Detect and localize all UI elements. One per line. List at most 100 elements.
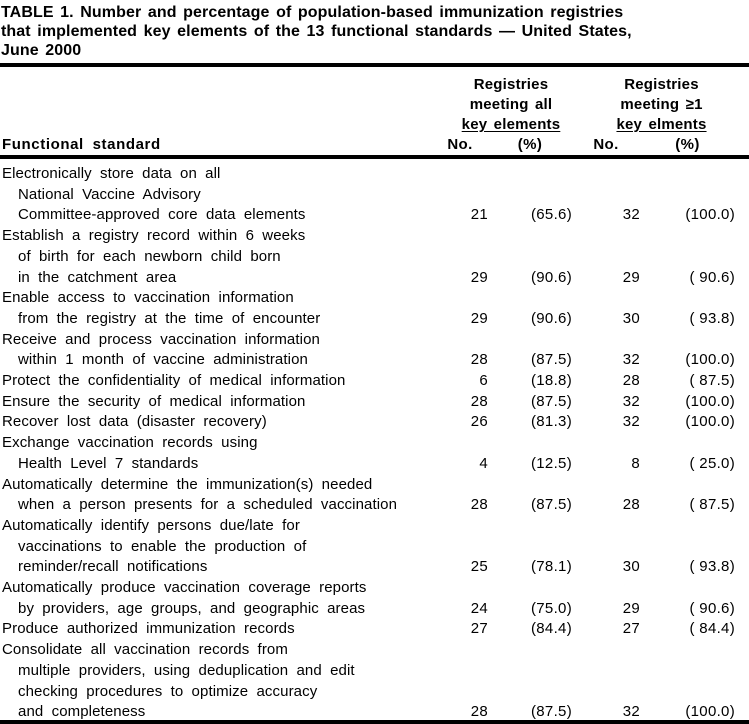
standard-label: Exchange vaccination records using bbox=[2, 434, 258, 452]
no-ge1-value bbox=[572, 578, 640, 599]
no-all-value bbox=[432, 164, 488, 185]
standard-label: when a person presents for a scheduled v… bbox=[18, 496, 398, 514]
pct-ge1-value: ( 87.5) bbox=[689, 496, 735, 514]
pct-ge1-value: (100.0) bbox=[685, 351, 735, 369]
no-all-value: 24 bbox=[470, 599, 488, 617]
table-row-line: vaccinations to enable the production of bbox=[0, 537, 749, 558]
no-all-value: 28 bbox=[470, 351, 488, 369]
standard-label: Establish a registry record within 6 wee… bbox=[2, 227, 306, 245]
table-row-line: Health Level 7 standards 4 (12.5) 8 ( 25… bbox=[0, 454, 749, 475]
pct-all-value bbox=[488, 247, 572, 268]
table-row-line: Committee-approved core data elements 21… bbox=[0, 205, 749, 226]
table-row-line: Consolidate all vaccination records from bbox=[0, 640, 749, 661]
standard-label: in the catchment area bbox=[18, 268, 177, 286]
table-row-line: Electronically store data on all bbox=[0, 164, 749, 185]
standard-label: Automatically determine the immunization… bbox=[2, 475, 373, 493]
standard-label: Receive and process vaccination informat… bbox=[2, 330, 320, 348]
standard-label: Automatically identify persons due/late … bbox=[2, 516, 300, 534]
pct-all-value: (75.0) bbox=[531, 599, 572, 617]
pct-ge1-value: ( 87.5) bbox=[689, 372, 735, 390]
pct-ge1-value: (100.0) bbox=[685, 392, 735, 410]
pct-ge1-value bbox=[640, 682, 735, 703]
no-all-value: 25 bbox=[470, 558, 488, 576]
no-ge1-value bbox=[572, 330, 640, 351]
no-all-value bbox=[432, 475, 488, 496]
table-row-line: when a person presents for a scheduled v… bbox=[0, 495, 749, 516]
pct-all-value bbox=[488, 682, 572, 703]
pct-all-value bbox=[488, 578, 572, 599]
table-row-line: Automatically produce vaccination covera… bbox=[0, 578, 749, 599]
no-all-value: 28 bbox=[470, 703, 488, 721]
no-ge1-value: 32 bbox=[622, 413, 640, 431]
no-ge1-value bbox=[572, 516, 640, 537]
table-row-line: from the registry at the time of encount… bbox=[0, 309, 749, 330]
standard-label: Ensure the security of medical informati… bbox=[2, 392, 306, 410]
table-row-line: Produce authorized immunization records … bbox=[0, 619, 749, 640]
table-title-line-2: that implemented key elements of the 13 … bbox=[1, 23, 632, 40]
standard-label: by providers, age groups, and geographic… bbox=[18, 599, 366, 617]
table-row-line: within 1 month of vaccine administration… bbox=[0, 350, 749, 371]
standard-label: and completeness bbox=[18, 703, 146, 721]
no-ge1-value bbox=[572, 433, 640, 454]
no-all-value: 29 bbox=[470, 309, 488, 327]
no-all-value bbox=[432, 516, 488, 537]
no-all-value: 28 bbox=[470, 496, 488, 514]
no-ge1-value: 32 bbox=[622, 206, 640, 224]
no-ge1-value bbox=[572, 640, 640, 661]
standard-label: from the registry at the time of encount… bbox=[18, 309, 321, 327]
no-ge1-value: 32 bbox=[622, 351, 640, 369]
pct-all-value bbox=[488, 288, 572, 309]
standard-label: Enable access to vaccination information bbox=[2, 289, 294, 307]
no-ge1-value: 32 bbox=[622, 703, 640, 721]
pct-ge1-value: (100.0) bbox=[685, 413, 735, 431]
top-rule bbox=[0, 63, 749, 67]
pct-ge1-value bbox=[640, 640, 735, 661]
table-row-line: reminder/recall notifications 25 (78.1) … bbox=[0, 557, 749, 578]
no-all-value bbox=[432, 226, 488, 247]
table-header: Registries meeting all key elements Regi… bbox=[0, 75, 749, 155]
standard-label: Produce authorized immunization records bbox=[2, 620, 295, 638]
pct-all-header: (%) bbox=[517, 136, 543, 153]
no-all-header: No. bbox=[447, 136, 473, 153]
pct-all-value: (90.6) bbox=[531, 309, 572, 327]
group-ge1-line-2: meeting ≥1 bbox=[620, 96, 703, 113]
pct-ge1-value: (100.0) bbox=[685, 703, 735, 721]
pct-all-value: (65.6) bbox=[531, 206, 572, 224]
pct-all-value bbox=[488, 185, 572, 206]
no-ge1-value: 30 bbox=[622, 558, 640, 576]
no-all-value: 6 bbox=[479, 372, 488, 390]
table-row-line: Automatically determine the immunization… bbox=[0, 475, 749, 496]
pct-all-value bbox=[488, 516, 572, 537]
standard-label: multiple providers, using deduplication … bbox=[18, 661, 355, 679]
no-ge1-value: 32 bbox=[622, 392, 640, 410]
no-ge1-value bbox=[572, 475, 640, 496]
standard-label: Health Level 7 standards bbox=[18, 454, 199, 472]
pct-all-value bbox=[488, 330, 572, 351]
pct-ge1-value: (100.0) bbox=[685, 206, 735, 224]
no-ge1-value bbox=[572, 661, 640, 682]
pct-ge1-value bbox=[640, 164, 735, 185]
table-body: Electronically store data on all Nationa… bbox=[0, 159, 749, 723]
table-row-line: checking procedures to optimize accuracy bbox=[0, 682, 749, 703]
table-row-line: National Vaccine Advisory bbox=[0, 185, 749, 206]
standard-label: of birth for each newborn child born bbox=[18, 247, 281, 265]
table-row-line: Ensure the security of medical informati… bbox=[0, 392, 749, 413]
table-row-line: Exchange vaccination records using bbox=[0, 433, 749, 454]
pct-ge1-value: ( 84.4) bbox=[689, 620, 735, 638]
pct-ge1-value bbox=[640, 661, 735, 682]
pct-ge1-value: ( 93.8) bbox=[689, 309, 735, 327]
header-rule bbox=[0, 155, 749, 159]
pct-ge1-value bbox=[640, 475, 735, 496]
table-row-line: of birth for each newborn child born bbox=[0, 247, 749, 268]
pct-ge1-value bbox=[640, 578, 735, 599]
no-ge1-value: 28 bbox=[622, 372, 640, 390]
group-all-line-2: meeting all bbox=[469, 96, 553, 113]
no-ge1-value: 29 bbox=[622, 268, 640, 286]
table-row-line: by providers, age groups, and geographic… bbox=[0, 599, 749, 620]
pct-all-value: (84.4) bbox=[531, 620, 572, 638]
no-ge1-value: 28 bbox=[622, 496, 640, 514]
no-ge1-value: 30 bbox=[622, 309, 640, 327]
pct-ge1-value bbox=[640, 288, 735, 309]
table-row-line: Receive and process vaccination informat… bbox=[0, 330, 749, 351]
